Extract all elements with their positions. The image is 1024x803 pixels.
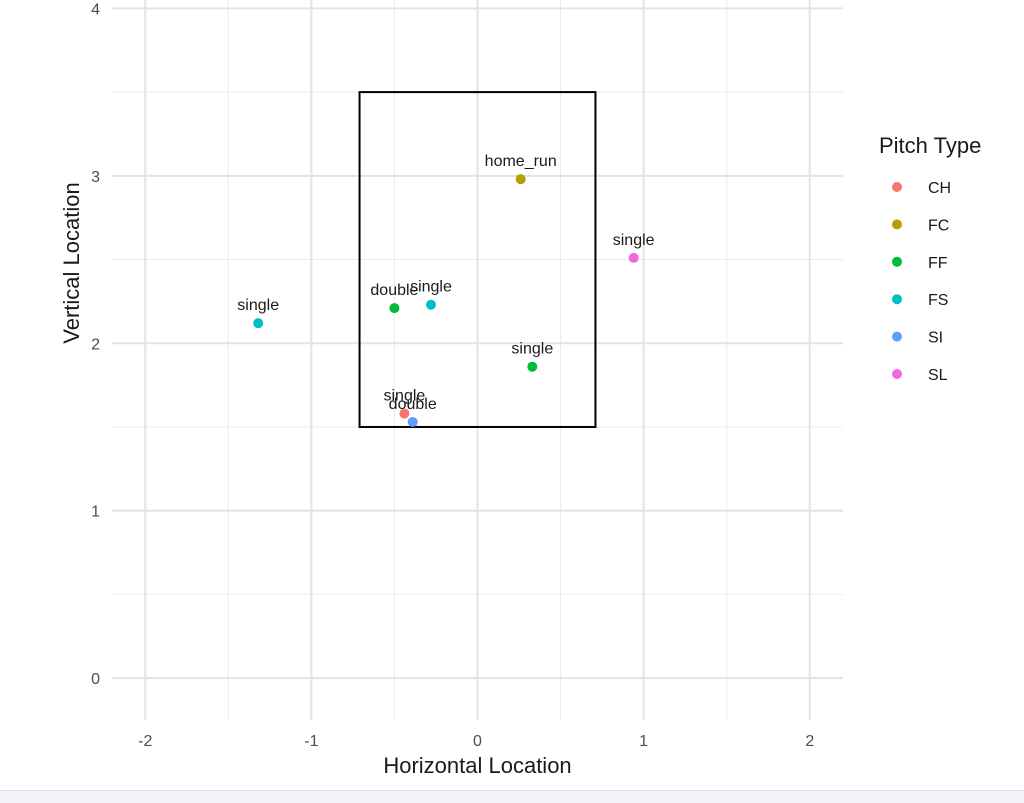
strike-zone-box [358,91,597,428]
legend-label-sl: SL [928,367,948,384]
legend-label-ff: FF [928,255,948,272]
data-point [253,318,264,329]
legend-label-si: SI [928,330,943,347]
y-tick-label: 1 [91,504,100,521]
x-tick-label: 2 [805,733,814,750]
y-tick-label: 3 [91,169,100,186]
x-tick-label: 1 [639,733,648,750]
legend-key-ch [892,182,902,192]
legend-key-fc [892,219,902,230]
point-label: double [370,282,418,299]
grid-lines [112,0,843,720]
point-label: home_run [485,153,557,170]
bottom-scroll-strip [0,790,1024,803]
y-tick-label: 0 [91,671,100,688]
data-point [628,252,639,263]
data-point [399,408,410,419]
data-point [407,416,418,427]
point-label: single [410,279,452,296]
legend-title: Pitch Type [879,133,981,158]
point-label: single [383,388,425,405]
point-label: single [237,297,279,314]
x-tick-label: -2 [138,733,152,750]
y-tick-label: 4 [91,1,100,18]
legend-key-sl [892,369,902,379]
y-tick-label: 2 [91,336,100,353]
legend: Pitch Type CH FC FF FS SI SL [879,133,981,384]
data-point [425,299,436,310]
legend-key-si [892,331,902,342]
legend-key-fs [892,294,902,305]
data-point [515,174,526,185]
x-axis-title: Horizontal Location [383,753,571,778]
point-label: single [613,232,655,249]
legend-key-ff [892,256,902,267]
legend-label-fc: FC [928,217,949,234]
axis-tick-labels: -2 -1 0 1 2 0 1 2 3 4 [91,1,814,750]
point-label: single [511,341,553,358]
data-point [389,303,400,314]
data-points: home_runsinglesingledoublesinglesinglesi… [237,153,655,427]
legend-label-ch: CH [928,180,951,197]
y-axis-title: Vertical Location [59,182,84,343]
point-label: double [389,396,437,413]
legend-label-fs: FS [928,292,948,309]
data-point [527,361,538,372]
x-tick-label: -1 [304,733,318,750]
x-tick-label: 0 [473,733,482,750]
